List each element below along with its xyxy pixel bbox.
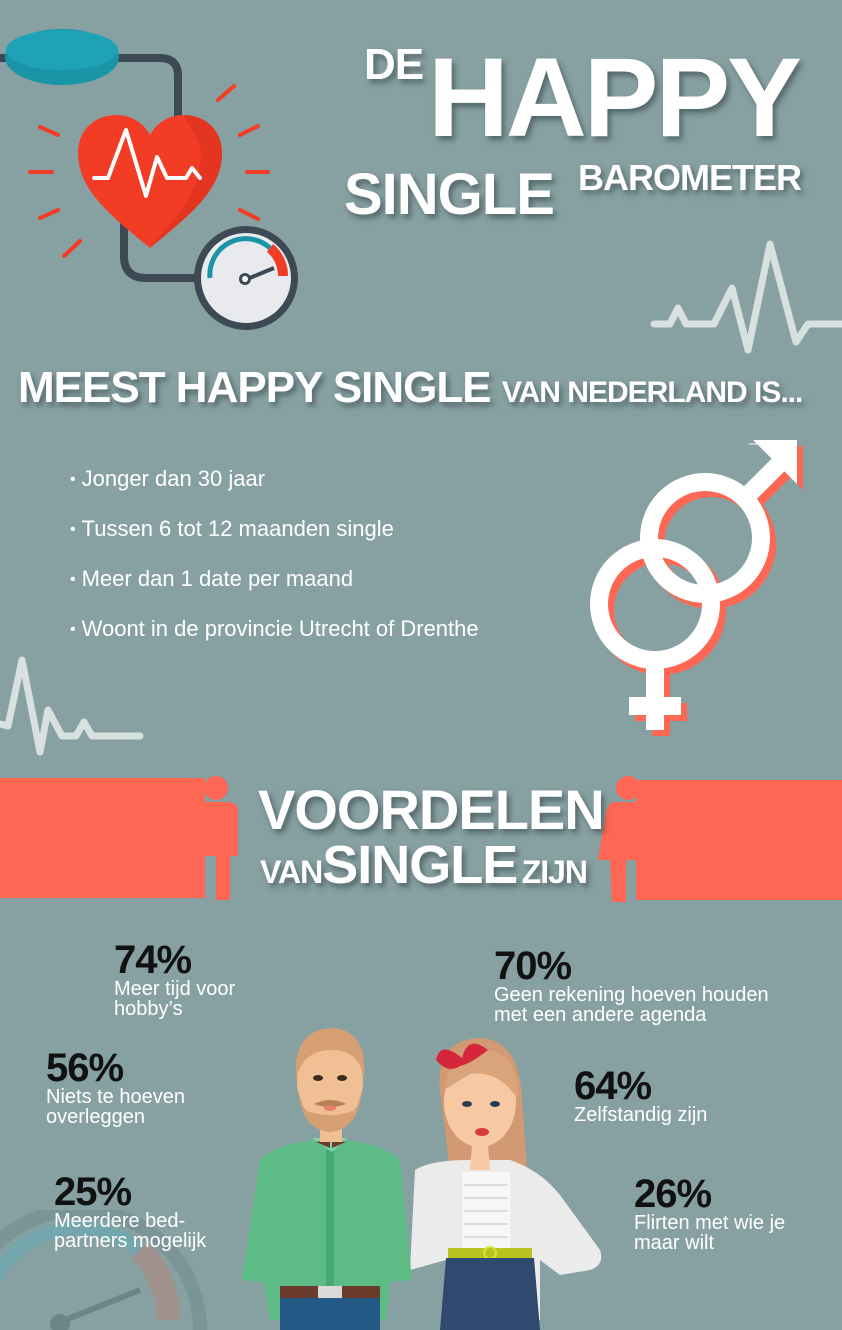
gender-symbol-icon: [590, 440, 803, 736]
banner-right: [636, 780, 842, 900]
couple-illustration: [242, 1028, 602, 1330]
hose: [110, 54, 195, 282]
profile-heading-bold: MEEST HAPPY SINGLE: [18, 363, 492, 412]
female-figure-icon: [598, 776, 646, 902]
list-item: • Jonger dan 30 jaar: [70, 466, 266, 491]
title-single: SINGLE: [344, 162, 555, 227]
stat-flirten: 26% Flirten met wie je maar wilt: [634, 1172, 786, 1254]
stat-zelfstandig: 64% Zelfstandig zijn: [574, 1064, 708, 1126]
list-item: • Woont in de provincie Utrecht of Drenth…: [70, 616, 479, 641]
banner-left: [0, 778, 205, 898]
benefits-heading-line2: VANSINGLE ZIJN: [260, 835, 588, 895]
stat-agenda: 70% Geen rekening hoeven houden met een …: [494, 944, 769, 1026]
profile-heading-small: VAN NEDERLAND IS...: [501, 376, 803, 409]
title-happy: HAPPY: [428, 35, 802, 160]
list-item: • Meer dan 1 date per maand: [70, 566, 354, 591]
stat-overleggen: 56% Niets te hoeven overleggen: [46, 1046, 185, 1128]
benefits-heading-line1: VOORDELEN: [258, 778, 605, 841]
title-barometer: BAROMETER: [578, 157, 802, 198]
stat-hobbies: 74% Meer tijd voor hobby’s: [114, 938, 236, 1020]
title-de: DE: [364, 40, 424, 89]
profile-list: • Jonger dan 30 jaar • Tussen 6 tot 12 maa…: [70, 464, 479, 664]
list-item: • Tussen 6 tot 12 maanden single: [70, 516, 394, 541]
stat-bedpartners: 25% Meerdere bed- partners mogelijk: [54, 1170, 207, 1252]
male-figure-icon: [198, 776, 238, 900]
heartbeat-line-icon: [92, 128, 202, 198]
faded-gauge-icon: [0, 1210, 207, 1330]
pulse-rays-icon: [28, 84, 270, 258]
blood-pressure-heart-illustration: [0, 29, 298, 330]
heartbeat-line-decor-icon: [0, 656, 144, 756]
heartbeat-line-decor-icon: [650, 240, 842, 354]
profile-heading: MEEST HAPPY SINGLE VAN NEDERLAND IS...: [18, 363, 803, 412]
